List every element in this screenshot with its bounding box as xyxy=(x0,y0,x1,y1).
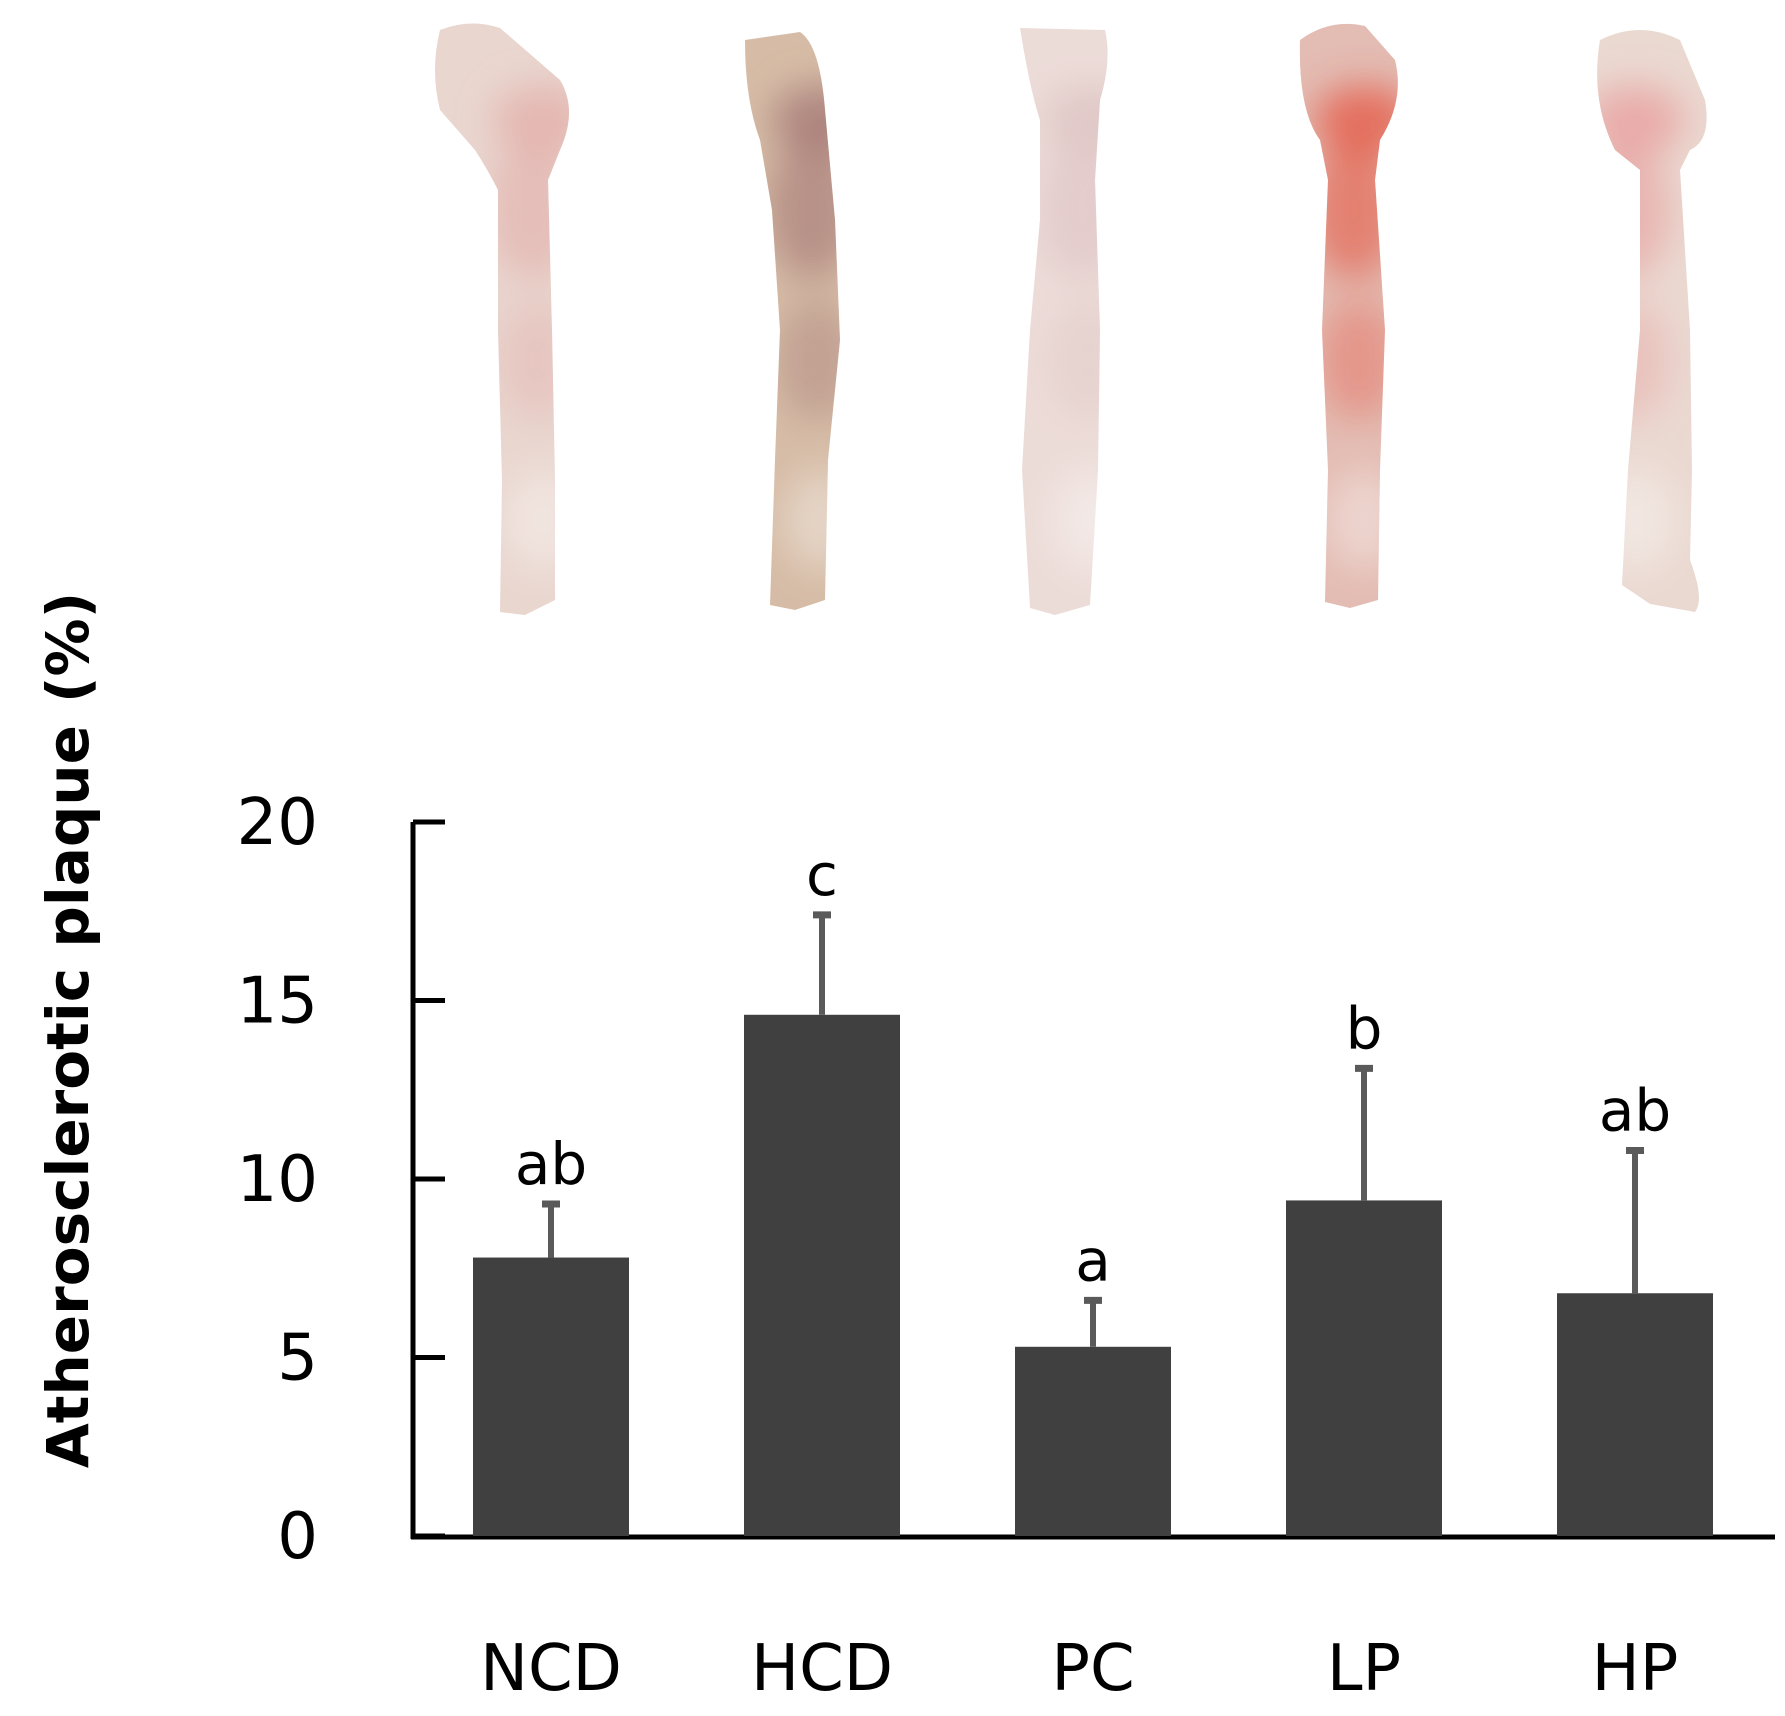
y-axis-label-text: Atherosclerotic plaque xyxy=(34,725,102,1468)
category-label-hcd: HCD xyxy=(751,1632,893,1706)
category-label-pc: PC xyxy=(1051,1632,1134,1706)
y-tick-label: 20 xyxy=(237,786,318,860)
bar-lp xyxy=(1286,1200,1442,1536)
specimen-photos xyxy=(435,23,1707,616)
y-axis-label: Atherosclerotic plaque (%) xyxy=(34,592,102,1468)
bar-hcd xyxy=(744,1014,900,1536)
significance-label-ncd: ab xyxy=(515,1130,587,1198)
y-ticks: 0 5 10 15 20 xyxy=(237,786,445,1574)
specimen-photo-lp xyxy=(1299,23,1398,609)
y-tick-label: 10 xyxy=(237,1143,318,1217)
x-category-labels: NCD HCD PC LP HP xyxy=(480,1632,1678,1706)
y-tick-label: 15 xyxy=(237,965,318,1039)
bar-pc xyxy=(1015,1346,1171,1536)
specimen-photo-pc xyxy=(1020,28,1108,615)
error-bars xyxy=(542,911,1644,1347)
specimen-photo-hp xyxy=(1597,30,1707,612)
y-tick-label: 0 xyxy=(277,1500,318,1574)
significance-label-pc: a xyxy=(1075,1226,1111,1294)
significance-label-hp: ab xyxy=(1599,1076,1671,1144)
bar-ncd xyxy=(473,1257,629,1536)
category-label-ncd: NCD xyxy=(480,1632,622,1706)
y-tick-label: 5 xyxy=(277,1322,318,1396)
significance-label-lp: b xyxy=(1346,994,1383,1062)
specimen-photo-hcd xyxy=(745,32,840,610)
bars xyxy=(473,1014,1713,1536)
category-label-hp: HP xyxy=(1592,1632,1679,1706)
y-axis-label-unit: (%) xyxy=(34,592,102,703)
bar-hp xyxy=(1557,1293,1713,1536)
specimen-photo-ncd xyxy=(435,23,569,616)
category-label-lp: LP xyxy=(1327,1632,1401,1706)
significance-label-hcd: c xyxy=(806,841,838,909)
